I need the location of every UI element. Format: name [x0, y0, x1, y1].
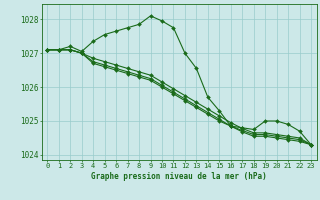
X-axis label: Graphe pression niveau de la mer (hPa): Graphe pression niveau de la mer (hPa) [91, 172, 267, 181]
